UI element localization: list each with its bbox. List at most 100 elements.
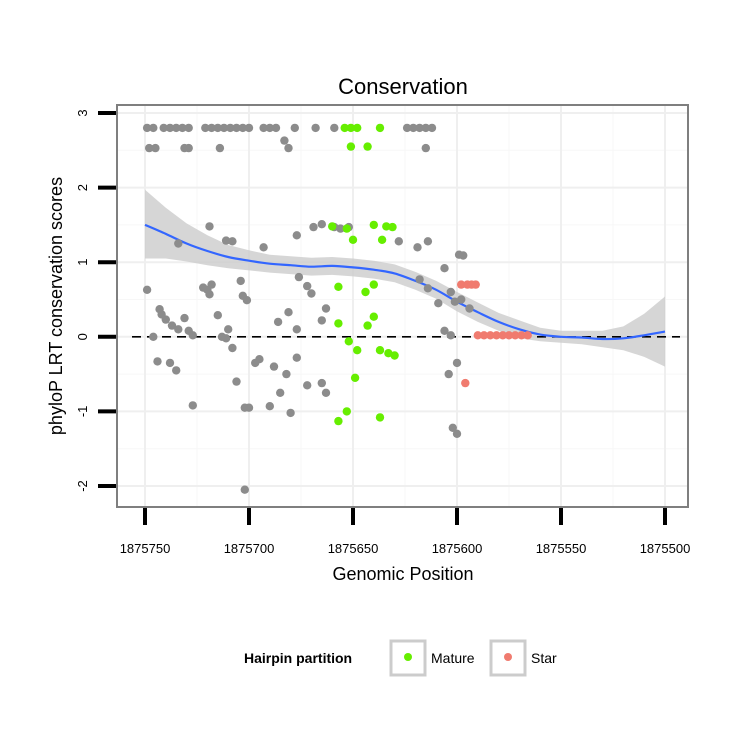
point-other: [446, 287, 455, 297]
point-other: [292, 353, 301, 362]
point-other: [276, 388, 285, 397]
legend-title: Hairpin partition: [244, 650, 352, 666]
point-mature: [369, 280, 378, 289]
point-other: [434, 299, 443, 308]
point-mature: [375, 346, 385, 355]
point-other: [201, 123, 210, 133]
point-other: [452, 358, 462, 368]
point-other: [142, 285, 152, 294]
y-tick-label: 3: [75, 109, 90, 116]
point-mature: [348, 235, 358, 244]
point-other: [215, 143, 225, 153]
point-other: [184, 123, 193, 133]
point-other: [205, 222, 214, 231]
point-other: [292, 231, 301, 240]
point-other: [219, 123, 229, 133]
point-mature: [346, 123, 356, 133]
point-mature: [363, 142, 372, 151]
point-other: [440, 326, 449, 335]
point-other: [255, 355, 264, 364]
x-tick-label: 1875750: [120, 541, 171, 556]
point-other: [294, 272, 304, 282]
point-star: [504, 331, 514, 340]
point-other: [402, 123, 412, 133]
point-other: [423, 284, 433, 293]
point-star: [461, 378, 470, 388]
point-mature: [363, 321, 372, 330]
point-other: [232, 123, 241, 133]
point-other: [394, 237, 403, 246]
point-other: [188, 401, 197, 410]
legend-key-star: [489, 639, 527, 677]
point-other: [317, 220, 326, 229]
point-other: [221, 334, 231, 343]
point-other: [244, 123, 254, 133]
x-tick-label: 1875550: [536, 541, 587, 556]
point-star: [473, 331, 482, 340]
legend-dot-star: [504, 653, 512, 661]
point-mature: [344, 337, 353, 346]
point-other: [427, 123, 437, 133]
point-other: [145, 143, 154, 153]
point-other: [303, 281, 312, 291]
point-star: [517, 331, 526, 340]
y-axis-title: phyloP LRT conservation scores: [46, 177, 66, 435]
point-other: [265, 402, 274, 411]
point-other: [444, 369, 453, 379]
y-axis: -2 -1 0 1 2 3: [75, 109, 116, 492]
point-other: [271, 123, 281, 133]
point-other: [224, 325, 233, 334]
point-mature: [390, 351, 399, 360]
point-mature: [388, 222, 397, 232]
point-other: [240, 485, 249, 494]
y-tick-label: -1: [75, 406, 90, 418]
point-other: [290, 123, 299, 133]
point-other: [415, 123, 424, 133]
plot-panel: [117, 105, 688, 507]
point-other: [317, 316, 326, 325]
x-tick-label: 1875700: [224, 541, 275, 556]
point-other: [284, 143, 293, 153]
point-other: [159, 123, 168, 133]
y-tick-label: 1: [75, 259, 90, 266]
point-other: [153, 357, 162, 366]
point-mature: [328, 222, 337, 231]
point-mature: [334, 319, 343, 328]
point-star: [498, 331, 507, 340]
point-other: [207, 123, 216, 133]
point-mature: [342, 407, 351, 416]
point-star: [457, 280, 466, 289]
point-other: [415, 275, 424, 284]
point-mature: [346, 142, 356, 151]
point-other: [232, 377, 241, 386]
x-tick-label: 1875600: [432, 541, 483, 556]
point-other: [311, 123, 320, 133]
point-mature: [375, 123, 385, 133]
point-other: [221, 236, 231, 245]
confidence-band: [145, 189, 665, 367]
point-other: [450, 297, 460, 306]
point-other: [172, 123, 181, 133]
point-other: [149, 123, 158, 133]
point-other: [172, 366, 181, 375]
point-mature: [369, 220, 378, 230]
point-other: [309, 222, 318, 232]
point-other: [165, 358, 175, 368]
point-other: [226, 123, 235, 133]
y-tick-label: 2: [75, 184, 90, 191]
point-other: [269, 362, 279, 371]
smooth-trend-line: [144, 223, 666, 341]
point-other: [213, 311, 222, 320]
point-other: [207, 280, 216, 289]
point-other: [188, 331, 197, 340]
point-other: [446, 331, 455, 340]
point-other: [259, 243, 268, 252]
point-other: [178, 123, 187, 133]
legend: Hairpin partition Mature Star: [244, 639, 557, 677]
point-other: [317, 378, 326, 388]
point-other: [452, 429, 462, 438]
point-star: [511, 331, 520, 340]
point-star: [492, 331, 501, 340]
y-tick-label: -2: [75, 480, 90, 492]
point-other: [286, 408, 295, 418]
